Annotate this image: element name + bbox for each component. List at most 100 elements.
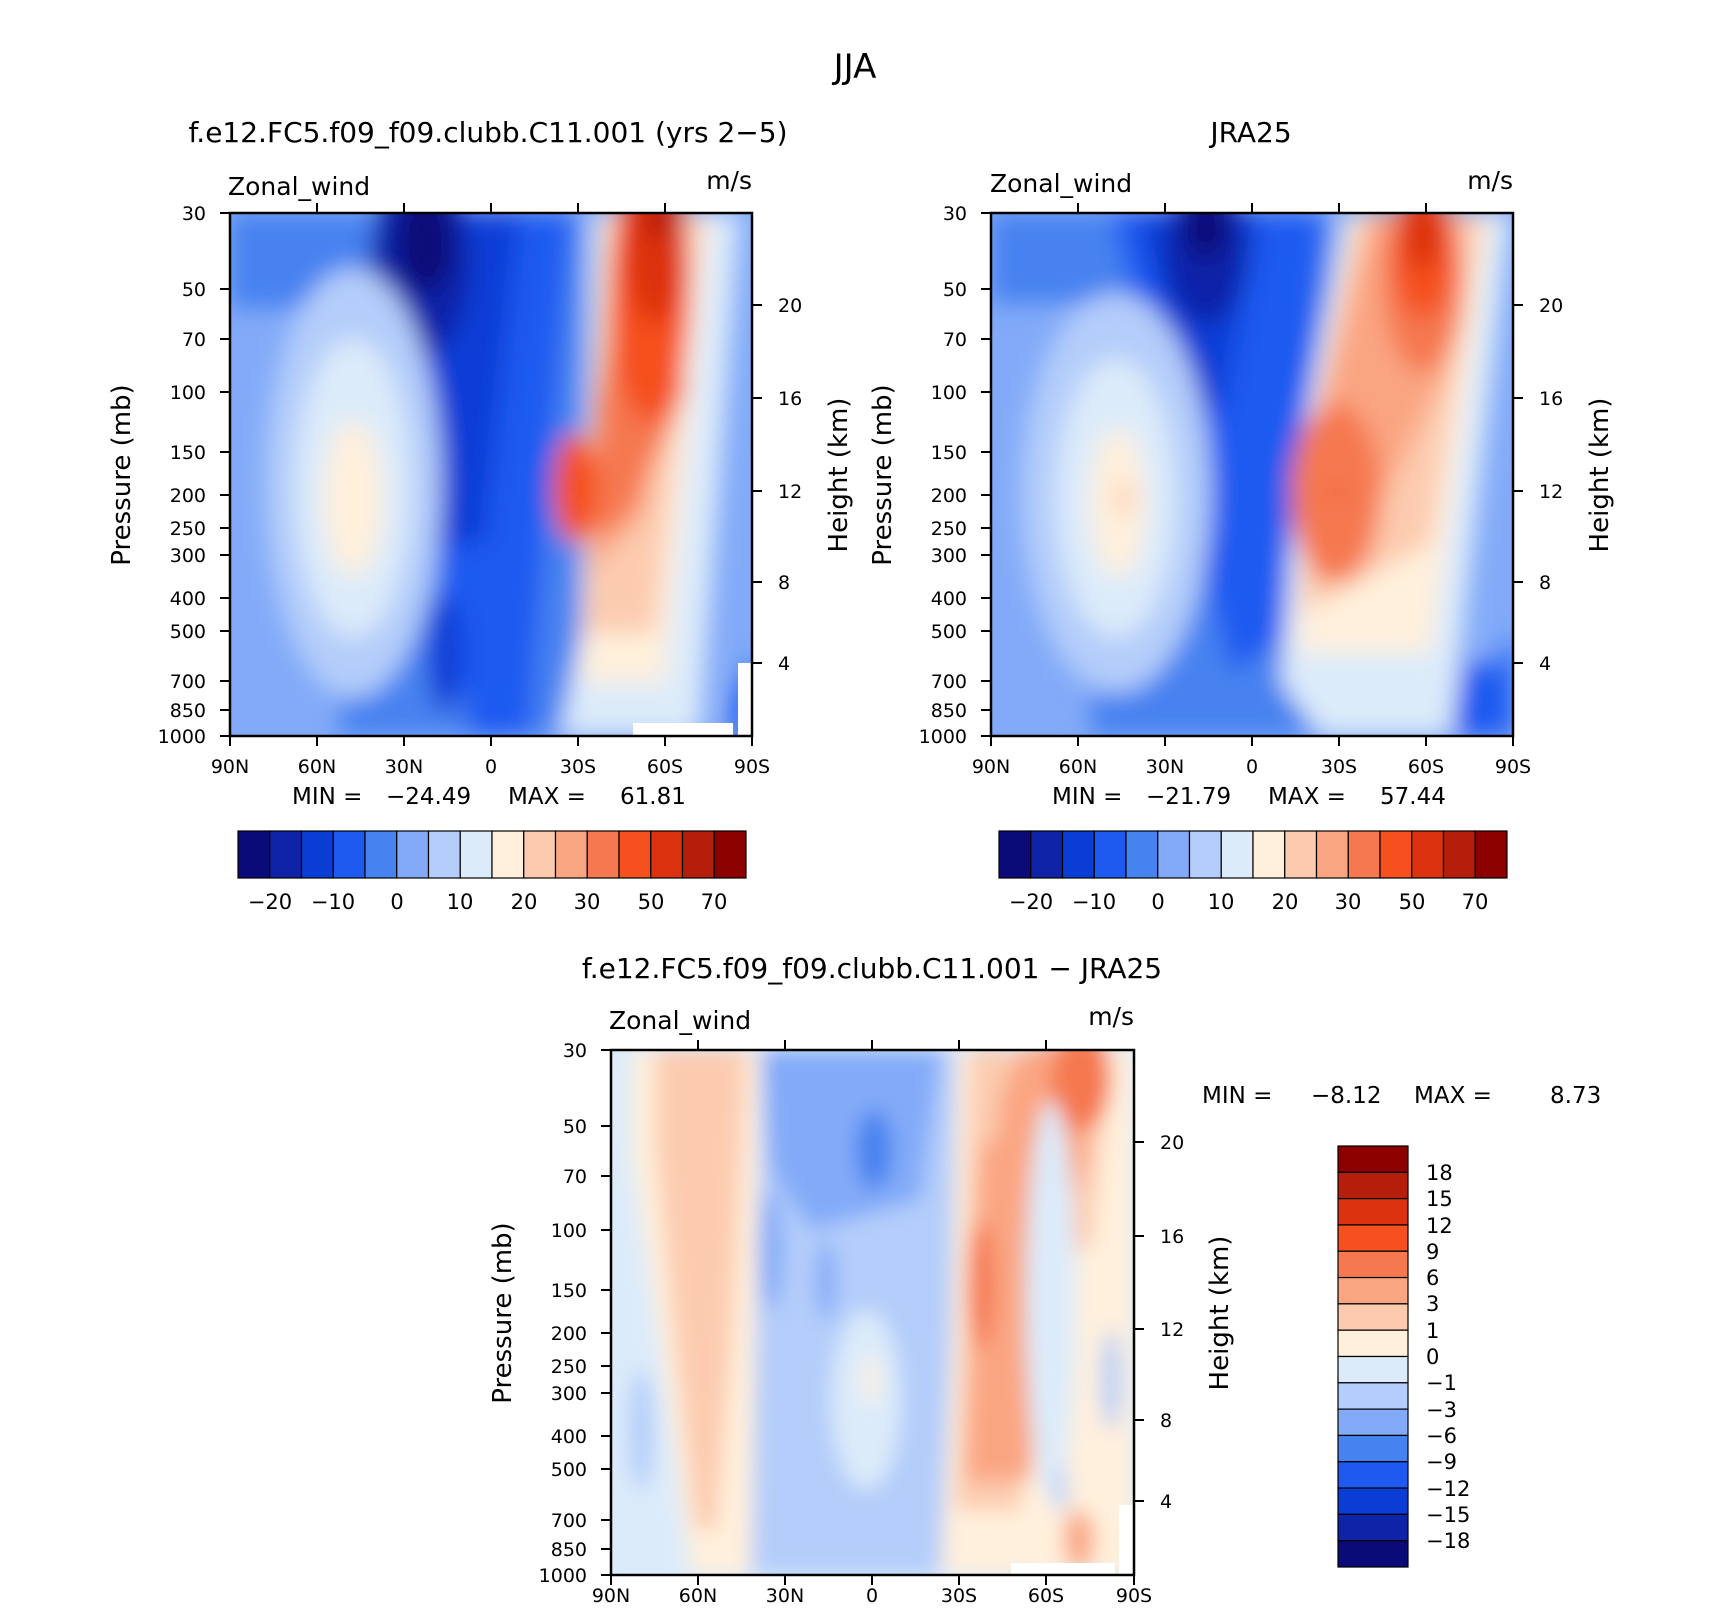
field-region bbox=[1026, 1100, 1076, 1500]
colorbar-label: 30 bbox=[1335, 890, 1362, 914]
y-tick-label: 30 bbox=[943, 203, 967, 225]
colorbar-label: −15 bbox=[1426, 1503, 1470, 1527]
colorbar-swatch bbox=[269, 830, 303, 879]
x-tick-label: 30N bbox=[766, 1585, 804, 1607]
y-tick-label: 500 bbox=[931, 621, 967, 643]
max-value: 57.44 bbox=[1380, 784, 1446, 810]
field-region bbox=[863, 1355, 879, 1405]
x-axis: 90N 60N 30N 0 30S 60S 90S bbox=[972, 203, 1531, 778]
missing-data-mask bbox=[1011, 1563, 1115, 1575]
x-tick-label: 90S bbox=[1116, 1585, 1152, 1607]
colorbar-labels: −20 −10 0 10 20 30 50 70 bbox=[248, 890, 728, 914]
y2-tick-label: 12 bbox=[1160, 1319, 1184, 1341]
field-region bbox=[1184, 213, 1228, 258]
colorbar-swatch bbox=[491, 830, 525, 879]
y-tick-label: 100 bbox=[551, 1220, 587, 1242]
field-region bbox=[645, 213, 675, 238]
y-tick-label: 50 bbox=[182, 279, 206, 301]
x-tick-label: 30N bbox=[385, 756, 423, 778]
y-tick-label: 700 bbox=[931, 671, 967, 693]
y2-tick-label: 16 bbox=[778, 388, 802, 410]
colorbar-swatch bbox=[1315, 830, 1349, 879]
field-region bbox=[323, 420, 383, 576]
y-tick-label: 50 bbox=[563, 1116, 587, 1138]
colorbar-swatch bbox=[586, 830, 620, 879]
colorbar-swatch bbox=[1337, 1198, 1409, 1226]
y-axis-pressure: 30 50 70 100 150 200 250 300 400 500 700… bbox=[919, 203, 991, 748]
field-region bbox=[656, 1050, 746, 1530]
colorbar-swatch bbox=[1030, 830, 1064, 879]
x-tick-label: 90S bbox=[734, 756, 770, 778]
y2-axis-label: Height (km) bbox=[1585, 398, 1615, 553]
colorbar-swatch bbox=[1337, 1487, 1409, 1515]
field-region bbox=[625, 213, 685, 323]
stats-line: MIN = −21.79 MAX = 57.44 bbox=[1052, 784, 1446, 810]
x-tick-label: 60N bbox=[679, 1585, 717, 1607]
colorbar-swatch bbox=[1337, 1171, 1409, 1200]
colorbar-swatch bbox=[650, 830, 684, 879]
colorbar-label: −6 bbox=[1426, 1424, 1457, 1448]
colorbar-label: −9 bbox=[1426, 1450, 1457, 1474]
y-axis-label: Pressure (mb) bbox=[868, 384, 898, 565]
y-tick-label: 400 bbox=[931, 588, 967, 610]
colorbar-swatch bbox=[1337, 1540, 1409, 1568]
y-tick-label: 200 bbox=[170, 485, 206, 507]
field-region bbox=[1101, 1330, 1121, 1430]
colorbar-swatch bbox=[1252, 830, 1286, 879]
units-label: m/s bbox=[706, 166, 752, 195]
y-tick-label: 200 bbox=[931, 485, 967, 507]
x-tick-label: 90N bbox=[211, 756, 249, 778]
units-label: m/s bbox=[1088, 1002, 1134, 1031]
colorbar-swatch bbox=[618, 830, 652, 879]
colorbar-label: 9 bbox=[1426, 1240, 1439, 1264]
field-region bbox=[831, 1310, 901, 1490]
y-tick-label: 500 bbox=[170, 621, 206, 643]
y-tick-label: 850 bbox=[931, 700, 967, 722]
colorbar: −20 −10 0 10 20 30 50 70 bbox=[237, 830, 747, 914]
colorbar-swatch bbox=[1337, 1329, 1409, 1358]
field-region bbox=[553, 433, 597, 543]
figure-title: JJA bbox=[832, 47, 877, 87]
y2-tick-label: 20 bbox=[1160, 1132, 1184, 1154]
y-tick-label: 400 bbox=[170, 588, 206, 610]
colorbar-swatch bbox=[1220, 830, 1254, 879]
colorbar: −20 −10 0 10 20 30 50 70 bbox=[998, 830, 1508, 914]
y2-tick-label: 8 bbox=[1539, 572, 1551, 594]
y-tick-label: 300 bbox=[170, 545, 206, 567]
y-tick-label: 150 bbox=[931, 442, 967, 464]
panel-title: JRA25 bbox=[1208, 116, 1291, 149]
field-region bbox=[1116, 480, 1132, 516]
missing-data-mask bbox=[738, 663, 752, 736]
field-region bbox=[759, 1190, 783, 1310]
x-tick-label: 90N bbox=[592, 1585, 630, 1607]
y-tick-label: 250 bbox=[551, 1356, 587, 1378]
x-tick-label: 90S bbox=[1495, 756, 1531, 778]
colorbar-swatch bbox=[1337, 1513, 1409, 1542]
colorbar-label: −10 bbox=[1072, 890, 1116, 914]
colorbar-swatch bbox=[1093, 830, 1127, 879]
y-tick-label: 100 bbox=[170, 382, 206, 404]
colorbar-swatch bbox=[332, 830, 366, 879]
x-tick-label: 0 bbox=[485, 756, 497, 778]
min-label: MIN = bbox=[292, 784, 362, 810]
y-tick-label: 50 bbox=[943, 279, 967, 301]
y-tick-label: 70 bbox=[943, 329, 967, 351]
min-label: MIN = bbox=[1202, 1083, 1272, 1109]
colorbar-label: 1 bbox=[1426, 1319, 1439, 1343]
variable-label: Zonal_wind bbox=[609, 1006, 751, 1035]
y-axis-pressure: 30 50 70 100 150 200 250 300 400 500 700… bbox=[539, 1040, 611, 1587]
y-tick-label: 700 bbox=[551, 1510, 587, 1532]
field-region bbox=[856, 1110, 892, 1190]
colorbar-label: 50 bbox=[638, 890, 665, 914]
colorbar-swatch bbox=[1337, 1382, 1409, 1410]
y-tick-label: 1000 bbox=[919, 726, 967, 748]
plot-area: 90N 60N 30N 0 30S 60S 90S 30 50 70 100 1… bbox=[107, 203, 854, 778]
y2-tick-label: 8 bbox=[778, 572, 790, 594]
colorbar-swatch bbox=[554, 830, 588, 879]
colorbar-label: 3 bbox=[1426, 1292, 1439, 1316]
stats-line: MIN = −24.49 MAX = 61.81 bbox=[292, 784, 686, 810]
min-label: MIN = bbox=[1052, 784, 1122, 810]
colorbar-label: −1 bbox=[1426, 1371, 1457, 1395]
colorbar-label: 20 bbox=[1272, 890, 1299, 914]
